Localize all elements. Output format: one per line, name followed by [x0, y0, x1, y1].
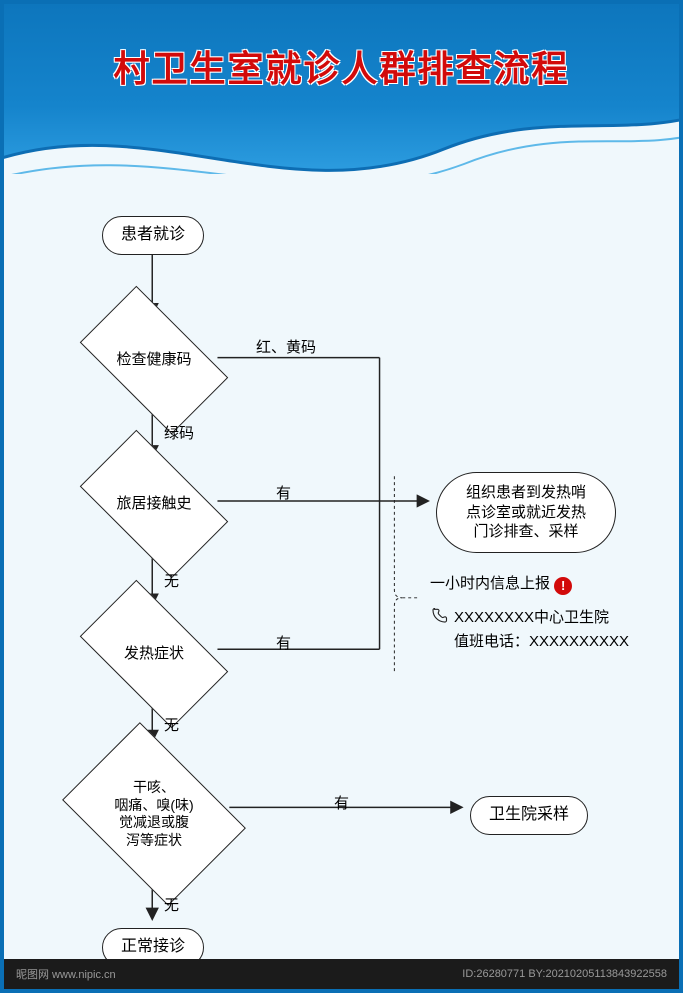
- footer-id: ID:26280771 BY:20210205113843922558: [462, 968, 667, 980]
- label-green: 绿码: [164, 422, 194, 443]
- label-no-2: 无: [164, 714, 179, 735]
- node-refer: 组织患者到发热哨 点诊室或就近发热 门诊排查、采样: [436, 472, 616, 553]
- label-yes-1: 有: [276, 482, 291, 503]
- label-no-3: 无: [164, 894, 179, 915]
- info-block: 一小时内信息上报 ! XXXXXXXX中心卫生院 值班电话：XXXXXXXXXX: [430, 572, 629, 654]
- label-red: 红、黄码: [256, 336, 316, 357]
- info-line-1: 一小时内信息上报 !: [430, 572, 629, 596]
- page-title: 村卫生室就诊人群排查流程: [4, 40, 679, 92]
- phone-icon: [430, 607, 448, 625]
- node-check-code: 检查健康码: [88, 314, 220, 406]
- header-banner: 村卫生室就诊人群排查流程: [4, 4, 679, 174]
- info-line-2: XXXXXXXX中心卫生院: [430, 606, 629, 630]
- label-yes-2: 有: [276, 632, 291, 653]
- node-travel: 旅居接触史: [88, 458, 220, 550]
- node-start: 患者就诊: [102, 216, 204, 255]
- node-check-code-label: 检查健康码: [94, 351, 214, 370]
- node-fever: 发热症状: [88, 608, 220, 700]
- alert-icon: !: [554, 577, 572, 595]
- node-symptoms-label: 干咳、 咽痛、嗅(味) 觉减退或腹 泻等症状: [89, 779, 219, 849]
- node-symptoms: 干咳、 咽痛、嗅(味) 觉减退或腹 泻等症状: [74, 746, 234, 882]
- node-sample: 卫生院采样: [470, 796, 588, 835]
- node-travel-label: 旅居接触史: [94, 495, 214, 514]
- label-yes-3: 有: [334, 792, 349, 813]
- flowchart-canvas: 患者就诊 检查健康码 旅居接触史 发热症状 干咳、 咽痛、嗅(味) 觉减退或腹 …: [4, 174, 679, 989]
- info-line-3: 值班电话：XXXXXXXXXX: [454, 630, 629, 654]
- footer-bar: 昵图网 www.nipic.cn ID:26280771 BY:20210205…: [4, 959, 679, 989]
- label-no-1: 无: [164, 570, 179, 591]
- wave-decoration: [4, 94, 679, 174]
- footer-site: 昵图网 www.nipic.cn: [16, 966, 116, 982]
- node-fever-label: 发热症状: [94, 645, 214, 664]
